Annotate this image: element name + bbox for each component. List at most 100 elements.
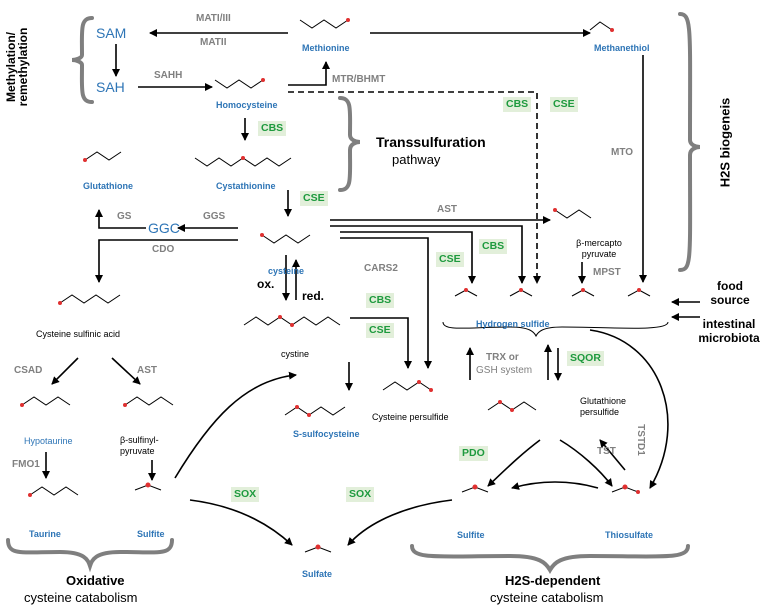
arrow-h2s-to-thiosulfate xyxy=(589,329,669,489)
redox-red-label: red. xyxy=(302,289,325,303)
arrow-csa-to-hypotaurine xyxy=(51,357,79,385)
food-source-label: food source xyxy=(710,279,750,307)
enzyme-gs: GS xyxy=(117,211,132,222)
enzyme-gsh-system: GSH system xyxy=(476,365,533,376)
methionine-skeleton xyxy=(299,19,349,29)
enzyme-mpst: MPST xyxy=(593,267,621,278)
enzyme-tst: TST xyxy=(597,446,616,457)
thiosulfate-label: Thiosulfate xyxy=(605,530,654,540)
sah-label: SAH xyxy=(96,79,125,95)
microbiota-label: intestinal microbiota xyxy=(698,317,760,345)
arrow-sulfite-right-to-sulfate xyxy=(347,499,453,546)
arrow-csa-to-sulfinylpyruvate xyxy=(111,357,141,385)
sulfinylpyruvate-skeleton xyxy=(124,396,174,406)
s-sulfocysteine-skeleton xyxy=(284,406,346,416)
cysteine-sulfinic-acid-label: Cysteine sulfinic acid xyxy=(36,329,121,339)
ggc-label: GGC xyxy=(148,220,180,236)
methanethiol-label: Methanethiol xyxy=(594,43,650,53)
transsulfuration-title: Transsulfuration xyxy=(376,134,486,150)
enzyme-mati-iii: MATI/III xyxy=(196,13,231,24)
arrow-sulfite-to-sulfate xyxy=(189,499,293,546)
homocysteine-label: Homocysteine xyxy=(216,100,278,110)
brace-oxidative xyxy=(6,538,174,573)
homocysteine-skeleton xyxy=(214,79,264,89)
enzyme-tstd1: TSTD1 xyxy=(634,424,646,456)
brace-methylation xyxy=(71,16,94,104)
enzyme-ggs: GGS xyxy=(203,211,226,222)
arrow-dashed-homocysteine-to-h2s xyxy=(288,91,541,284)
cysteine-label: cysteine xyxy=(268,266,305,276)
redox-ox-label: ox. xyxy=(257,277,275,291)
s-sulfocysteine-label: S-sulfocysteine xyxy=(293,429,360,439)
brace-transsulfuration xyxy=(338,96,361,192)
h2s-dependent-sub: cysteine catabolism xyxy=(490,590,604,605)
enzyme-cbs-mid: CBS xyxy=(479,239,508,254)
sam-label: SAM xyxy=(96,25,127,41)
methanethiol-skeleton xyxy=(589,21,613,31)
brace-hydrogen-sulfide xyxy=(442,321,669,338)
cysteine-persulfide-label: Cysteine persulfide xyxy=(372,412,449,422)
arrow-thiosulfate-to-sulfite xyxy=(511,481,599,490)
enzyme-mtr-bhmt: MTR/BHMT xyxy=(332,74,386,85)
glutathione-skeleton xyxy=(84,151,122,161)
arrow-cystine-to-persulfide xyxy=(350,317,412,369)
cystine-label: cystine xyxy=(281,349,310,359)
enzyme-cbs-top: CBS xyxy=(503,97,532,112)
hypotaurine-label: Hypotaurine xyxy=(24,436,73,446)
arrow-persulfide-to-thiosulfate xyxy=(559,439,613,487)
enzyme-fmo1: FMO1 xyxy=(12,459,40,470)
mercaptopyruvate-label: β-mercapto pyruvate xyxy=(576,238,622,259)
brace-h2s-biogenesis xyxy=(678,12,701,272)
arrow-cysteine-to-persulfide-cars2 xyxy=(340,237,432,369)
arrow-cysteine-to-h2s-cse xyxy=(340,231,476,284)
sulfinylpyruvate-label: β-sulfinyl- pyruvate xyxy=(120,435,159,456)
h2s-biogenesis-label: H2S biogeneis xyxy=(717,97,733,188)
mercaptopyruvate-skeleton xyxy=(554,209,592,219)
methylation-label: Methylation/ remethylation xyxy=(4,27,30,107)
cysteine-persulfide-skeleton xyxy=(382,381,432,391)
enzyme-cbs-homocysteine: CBS xyxy=(258,121,287,136)
methionine-label: Methionine xyxy=(302,43,350,53)
hypotaurine-skeleton xyxy=(21,396,71,406)
enzyme-ast-top: AST xyxy=(437,204,457,215)
brace-h2s-dependent xyxy=(410,544,690,575)
enzyme-mto: MTO xyxy=(611,147,634,158)
transsulfuration-sub: pathway xyxy=(392,152,441,167)
enzyme-pdo: PDO xyxy=(459,446,488,461)
taurine-label: Taurine xyxy=(29,529,61,539)
cysteine-skeleton xyxy=(261,234,311,244)
enzyme-sox-right: SOX xyxy=(346,487,375,502)
sulfite-left-label: Sulfite xyxy=(137,529,165,539)
enzyme-cse-cystathionine: CSE xyxy=(300,191,328,206)
oxidative-title: Oxidative xyxy=(66,573,125,588)
enzyme-sqor: SQOR xyxy=(567,351,604,366)
arrow-tstd1 xyxy=(599,439,626,471)
hydrogen-sulfide-label: Hydrogen sulfide xyxy=(476,319,550,329)
oxidative-sub: cysteine catabolism xyxy=(24,590,138,605)
enzyme-cse-cystine: CSE xyxy=(366,323,394,338)
enzyme-csad: CSAD xyxy=(14,365,43,376)
arrow-cysteine-to-h2s-cbs xyxy=(330,225,526,284)
enzyme-cse-mid: CSE xyxy=(436,252,464,267)
sulfite-right-label: Sulfite xyxy=(457,530,485,540)
glutathione-label: Glutathione xyxy=(83,181,133,191)
enzyme-ast-left: AST xyxy=(137,365,157,376)
sulfur-atoms xyxy=(20,18,641,550)
cystathionine-label: Cystathionine xyxy=(216,181,276,191)
arrow-homocysteine-to-methionine xyxy=(288,61,330,86)
enzyme-sahh: SAHH xyxy=(154,70,183,81)
taurine-skeleton xyxy=(29,486,79,496)
csa-skeleton xyxy=(59,294,121,304)
enzyme-sox-left: SOX xyxy=(231,487,260,502)
sulfate-label: Sulfate xyxy=(302,569,333,579)
arrow-cysteine-to-csa xyxy=(95,239,238,283)
arrow-persulfide-to-sulfite xyxy=(487,439,541,487)
arrow-sulfite-to-s-sulfocysteine xyxy=(174,371,297,479)
enzyme-trx: TRX or xyxy=(486,352,519,363)
enzyme-matii: MATII xyxy=(200,37,227,48)
h2s-dependent-title: H2S-dependent xyxy=(505,573,601,588)
enzyme-cdo: CDO xyxy=(152,244,175,255)
enzyme-cse-top: CSE xyxy=(550,97,578,112)
